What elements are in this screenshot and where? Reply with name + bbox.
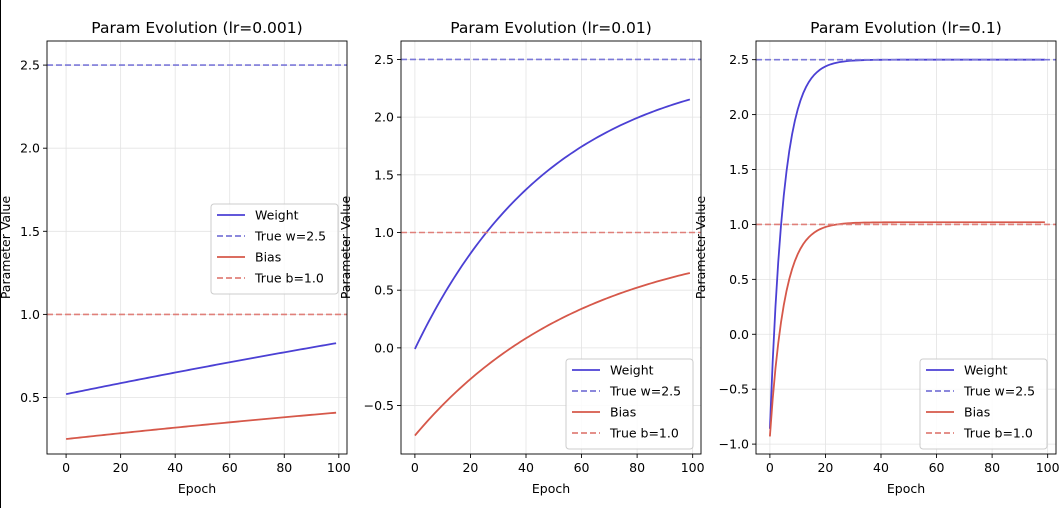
legend: Weight True w=2.5 Bias True b=1.0 bbox=[919, 358, 1048, 450]
y-tick-label: −0.5 bbox=[364, 398, 394, 413]
series-line-weight bbox=[414, 98, 691, 350]
y-tick-label: 2.5 bbox=[20, 58, 40, 73]
chart-panel-2: 0 20 40 60 80 100 −0.5 0.0 0.5 1.0 1.5 2.0 2.5 Param … bbox=[338, 19, 705, 496]
x-tick-label: 20 bbox=[113, 460, 129, 475]
x-tick-label: 40 bbox=[873, 460, 889, 475]
y-tick-label: 1.0 bbox=[729, 217, 749, 232]
legend-entry: Weight bbox=[255, 208, 299, 223]
x-tick-label: 60 bbox=[222, 460, 238, 475]
y-axis-label: Parameter Value bbox=[693, 196, 708, 300]
y-tick-label: −1.0 bbox=[719, 437, 749, 452]
y-tick-label: 1.0 bbox=[374, 225, 394, 240]
x-tick-label: 40 bbox=[518, 460, 534, 475]
legend-entry: True w=2.5 bbox=[254, 229, 326, 244]
chart-title: Param Evolution (lr=0.1) bbox=[810, 19, 1002, 37]
chart-panel-1: 0 20 40 60 80 100 0.5 1.0 1.5 2.0 2.5 Param Evoluti… bbox=[0, 19, 351, 496]
series-line-bias bbox=[65, 411, 337, 440]
legend-entry: Bias bbox=[255, 250, 281, 265]
x-tick-label: 80 bbox=[629, 460, 645, 475]
x-axis-label: Epoch bbox=[532, 481, 570, 496]
x-axis-label: Epoch bbox=[887, 481, 925, 496]
x-tick-label: 40 bbox=[167, 460, 183, 475]
y-axis-label: Parameter Value bbox=[0, 196, 13, 300]
legend-entry: True b=1.0 bbox=[254, 271, 324, 286]
x-tick-label: 20 bbox=[462, 460, 478, 475]
legend: Weight True w=2.5 Bias True b=1.0 bbox=[210, 203, 339, 295]
legend-entry: Bias bbox=[964, 405, 990, 420]
legend-entry: True b=1.0 bbox=[609, 426, 679, 441]
figure-left-border bbox=[0, 0, 1, 508]
y-tick-label: 0.0 bbox=[374, 340, 394, 355]
axes-frame bbox=[755, 40, 1057, 455]
y-tick-label: 1.5 bbox=[374, 167, 394, 182]
chart-panel-3: 0 20 40 60 80 100 −1.0 −0.5 0.0 0.5 1.0 1.5 2.0 2.5 Pa… bbox=[693, 19, 1060, 496]
x-tick-label: 100 bbox=[327, 460, 351, 475]
series-group bbox=[756, 58, 1056, 437]
y-tick-label: 1.5 bbox=[729, 162, 749, 177]
y-tick-label: 0.5 bbox=[729, 272, 749, 287]
x-tick-label: 60 bbox=[929, 460, 945, 475]
x-tick-label: 0 bbox=[411, 460, 419, 475]
legend-entry: True w=2.5 bbox=[609, 384, 681, 399]
x-axis-label: Epoch bbox=[178, 481, 216, 496]
series-line-weight bbox=[65, 342, 337, 396]
legend-box bbox=[210, 203, 339, 295]
series-line-bias bbox=[768, 221, 1045, 437]
y-tick-label: 0.0 bbox=[729, 327, 749, 342]
series-group bbox=[47, 64, 347, 440]
x-tick-label: 80 bbox=[984, 460, 1000, 475]
series-group bbox=[401, 58, 701, 437]
x-tick-label: 20 bbox=[817, 460, 833, 475]
x-tick-label: 100 bbox=[681, 460, 705, 475]
legend: Weight True w=2.5 Bias True b=1.0 bbox=[565, 358, 694, 450]
legend-entry: Bias bbox=[610, 405, 636, 420]
y-tick-label: 2.0 bbox=[374, 110, 394, 125]
legend-entry: Weight bbox=[964, 363, 1008, 378]
axes-frame bbox=[46, 40, 348, 455]
y-tick-label: 2.0 bbox=[20, 141, 40, 156]
y-tick-label: 0.5 bbox=[20, 390, 40, 405]
x-tick-label: 100 bbox=[1036, 460, 1060, 475]
y-tick-label: −0.5 bbox=[719, 382, 749, 397]
series-line-bias bbox=[414, 272, 691, 437]
legend-entry: True b=1.0 bbox=[963, 426, 1033, 441]
legend-box bbox=[919, 358, 1048, 450]
chart-title: Param Evolution (lr=0.001) bbox=[91, 19, 302, 37]
y-tick-label: 1.5 bbox=[20, 224, 40, 239]
legend-entry: Weight bbox=[610, 363, 654, 378]
y-axis-label: Parameter Value bbox=[338, 196, 353, 300]
y-tick-label: 1.0 bbox=[20, 307, 40, 322]
y-tick-label: 2.0 bbox=[729, 107, 749, 122]
y-tick-label: 0.5 bbox=[374, 283, 394, 298]
x-tick-label: 60 bbox=[574, 460, 590, 475]
y-tick-label: 2.5 bbox=[729, 52, 749, 67]
x-tick-label: 80 bbox=[276, 460, 292, 475]
legend-box bbox=[565, 358, 694, 450]
y-tick-label: 2.5 bbox=[374, 52, 394, 67]
x-tick-label: 0 bbox=[766, 460, 774, 475]
x-tick-label: 0 bbox=[62, 460, 70, 475]
chart-title: Param Evolution (lr=0.01) bbox=[450, 19, 652, 37]
legend-entry: True w=2.5 bbox=[963, 384, 1035, 399]
axes-frame bbox=[400, 40, 702, 455]
